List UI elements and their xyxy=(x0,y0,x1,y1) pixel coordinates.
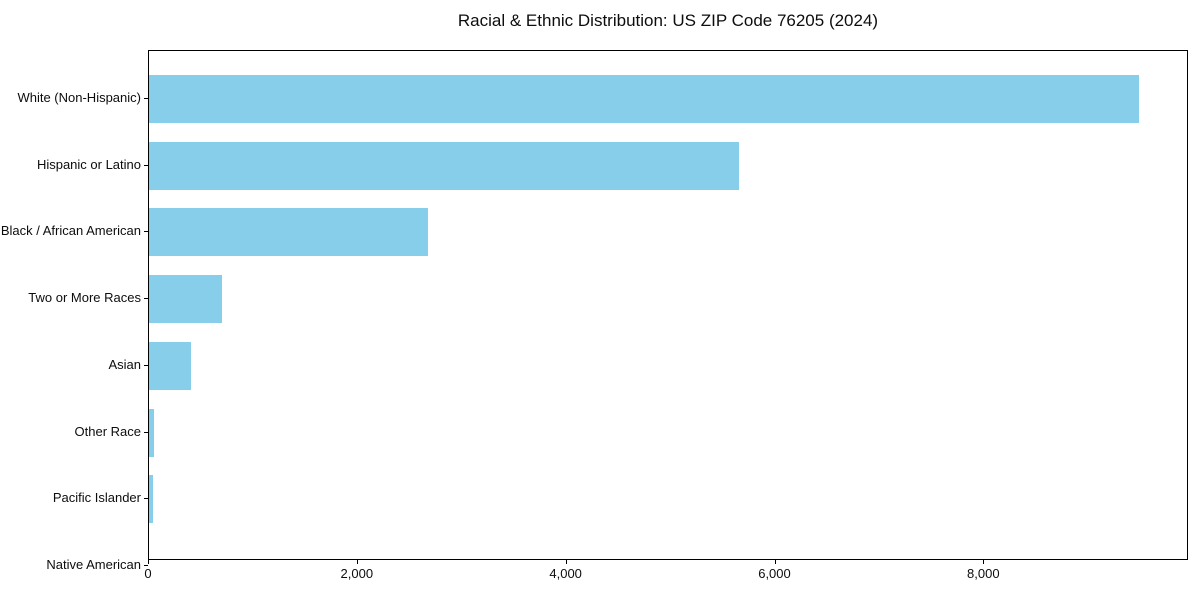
bar xyxy=(149,141,739,190)
x-tick-label: 4,000 xyxy=(549,566,582,581)
x-tick-label: 0 xyxy=(144,566,152,581)
x-tick xyxy=(774,560,776,564)
x-tick-label: 8,000 xyxy=(967,566,1000,581)
y-tick xyxy=(144,298,148,300)
y-tick-label: Asian xyxy=(108,356,141,372)
y-tick-label: Native American xyxy=(46,557,141,572)
bar xyxy=(149,475,154,524)
y-tick xyxy=(144,498,148,500)
y-tick xyxy=(144,98,148,99)
x-tick xyxy=(983,560,985,564)
y-tick-label: Hispanic or Latino xyxy=(36,156,141,172)
bar xyxy=(149,275,223,324)
y-tick-label: Black / African American xyxy=(0,223,141,239)
x-tick xyxy=(356,560,358,564)
bar xyxy=(149,341,191,390)
x-tick xyxy=(565,560,567,564)
x-tick xyxy=(148,560,149,564)
y-tick-label: Other Race xyxy=(74,423,141,439)
y-tick xyxy=(144,431,148,433)
y-tick xyxy=(144,565,148,566)
bar xyxy=(149,75,1139,123)
bar xyxy=(149,408,155,457)
y-tick xyxy=(144,164,148,166)
x-tick-label: 2,000 xyxy=(340,566,374,581)
y-tick-label: Pacific Islander xyxy=(52,490,141,506)
bar xyxy=(149,208,428,257)
y-tick-label: White (Non-Hispanic) xyxy=(17,90,141,105)
y-tick-label: Two or More Races xyxy=(28,290,141,306)
x-tick-label: 6,000 xyxy=(758,566,791,581)
chart-title: Racial & Ethnic Distribution: US ZIP Cod… xyxy=(457,11,879,30)
y-tick xyxy=(144,364,148,366)
y-tick xyxy=(144,231,148,233)
plot-area xyxy=(148,50,1188,560)
